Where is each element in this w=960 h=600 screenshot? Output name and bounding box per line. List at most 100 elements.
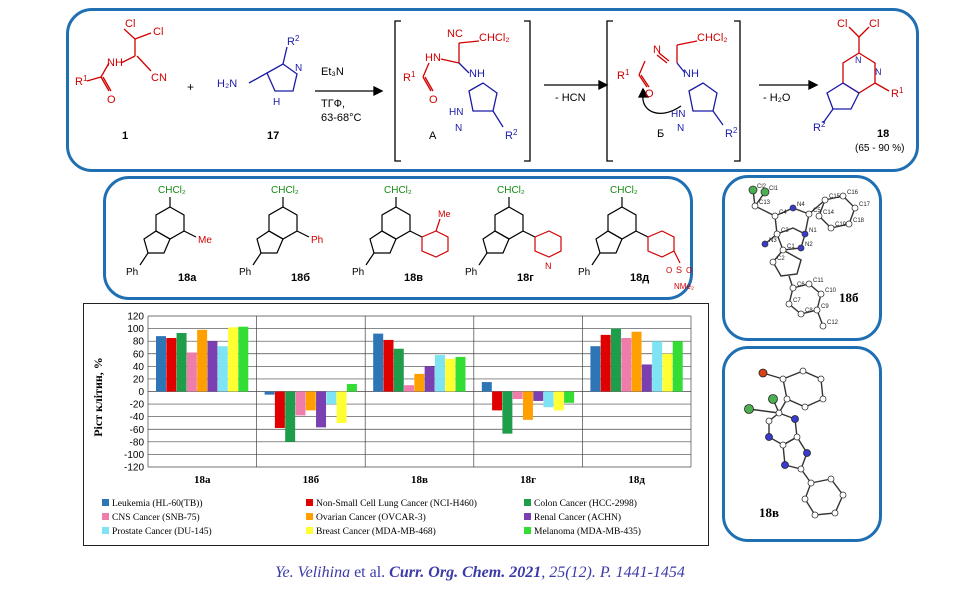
atom-label: C3 — [781, 228, 789, 234]
compound-structure: CHCl₂ Ph N 18г — [465, 185, 562, 284]
a-hn: HN — [425, 52, 441, 64]
p-n-b: N — [875, 67, 882, 77]
atom — [801, 403, 809, 411]
x-category-label: 18в — [411, 474, 428, 486]
compound-substituent-o: O — [686, 266, 692, 275]
crystal-b-label: 18в — [759, 505, 779, 520]
compound-top-group: CHCl₂ — [158, 185, 186, 196]
bar — [383, 339, 394, 392]
legend-label: Non-Small Cell Lung Cancer (NCI-H460) — [316, 498, 477, 509]
bar — [631, 331, 642, 392]
b-n: N — [653, 44, 661, 56]
legend-label: Melanoma (MDA-MB-435) — [534, 526, 641, 537]
bar — [373, 333, 384, 392]
atom — [807, 479, 815, 487]
p-r2: R2 — [813, 120, 826, 134]
bar — [641, 364, 652, 392]
atom — [765, 417, 773, 425]
bar — [564, 391, 575, 403]
y-tick-label: 80 — [133, 337, 145, 348]
compound-label: 18в — [404, 272, 423, 284]
a-r1: R1 — [403, 70, 416, 84]
compound-structure: CHCl₂ Ph Ph 18б — [239, 185, 323, 284]
atom-label: C4 — [779, 210, 787, 216]
a-nh: NH — [469, 68, 485, 80]
bar — [264, 391, 275, 395]
bar — [543, 391, 554, 408]
y-tick-label: 20 — [133, 374, 145, 385]
bar — [522, 391, 533, 420]
b-nh: NH — [683, 68, 699, 80]
atom — [815, 212, 823, 220]
atom — [813, 306, 821, 314]
reaction-scheme-panel: Cl Cl NH CN R1 O 1 + H₂N N R2 H 17 Et₃N … — [66, 8, 919, 172]
legend-label: Prostate Cancer (DU-145) — [112, 526, 212, 537]
citation-year: 2021 — [505, 564, 542, 581]
legend-label: Renal Cancer (ACHN) — [534, 512, 621, 523]
atom-label: C2 — [777, 256, 785, 262]
bar — [217, 346, 228, 392]
atom — [797, 310, 805, 318]
compound-top-group: CHCl₂ — [497, 185, 525, 196]
nitrogen-atom — [803, 449, 811, 457]
r1-cl-b: Cl — [153, 26, 163, 38]
compound-ph: Ph — [352, 267, 364, 278]
atom — [817, 375, 825, 383]
r17-h: H — [273, 97, 280, 108]
atom-label: C15 — [829, 194, 841, 200]
a-n: N — [455, 123, 462, 134]
bar — [238, 326, 249, 392]
p-r1: R1 — [891, 86, 904, 100]
y-tick-label: 120 — [127, 312, 144, 323]
atom — [785, 300, 793, 308]
atom-label: C1 — [787, 244, 795, 250]
atom — [771, 212, 779, 220]
b-r1: R1 — [617, 68, 630, 82]
bar — [346, 383, 357, 392]
y-tick-label: -100 — [124, 450, 144, 461]
legend-label: Leukemia (HL-60(TB)) — [112, 498, 202, 509]
atom — [748, 185, 758, 195]
crystal-panel-b: 18в — [722, 346, 882, 542]
bar — [445, 358, 456, 392]
compound-label: 18д — [630, 272, 649, 284]
atom-label: C7 — [793, 298, 801, 304]
compound-substituent: Ph — [311, 235, 323, 246]
atom-label: C12 — [827, 320, 839, 326]
atom — [827, 224, 835, 232]
bar — [672, 341, 683, 392]
compound-top-group: CHCl₂ — [271, 185, 299, 196]
atom — [839, 192, 847, 200]
y-tick-label: -80 — [130, 437, 145, 448]
bar — [166, 338, 177, 392]
atom — [779, 441, 787, 449]
bar — [434, 355, 445, 392]
b-hn-ring: HN — [671, 109, 685, 120]
y-axis-label: Ріст клітин, % — [91, 357, 105, 437]
atom-label: C18 — [853, 218, 865, 224]
r17-h2n: H₂N — [217, 78, 237, 90]
bar — [414, 373, 425, 392]
a-hn-ring: HN — [449, 107, 463, 118]
product-yield: (65 - 90 %) — [855, 143, 904, 154]
atom — [851, 204, 859, 212]
citation-journal: Curr. Org. Chem. — [389, 564, 506, 581]
chlorine-atom — [768, 394, 778, 404]
oxygen-atom — [758, 368, 768, 378]
atom-label: C19 — [835, 222, 847, 228]
compound-substituent-n: NMe₂ — [674, 282, 694, 291]
bar — [610, 328, 621, 392]
atom — [760, 187, 770, 197]
atom-label: C17 — [859, 202, 871, 208]
legend-swatch — [306, 513, 313, 520]
bar — [492, 391, 503, 411]
product-label: 18 — [877, 128, 889, 140]
b-o: O — [645, 88, 654, 100]
r1-o: O — [107, 94, 116, 106]
atom-label: C8 — [805, 308, 813, 314]
a-o: O — [429, 94, 438, 106]
atom-label: C16 — [847, 190, 859, 196]
r1-nh: NH — [107, 57, 123, 69]
atom — [797, 244, 805, 252]
